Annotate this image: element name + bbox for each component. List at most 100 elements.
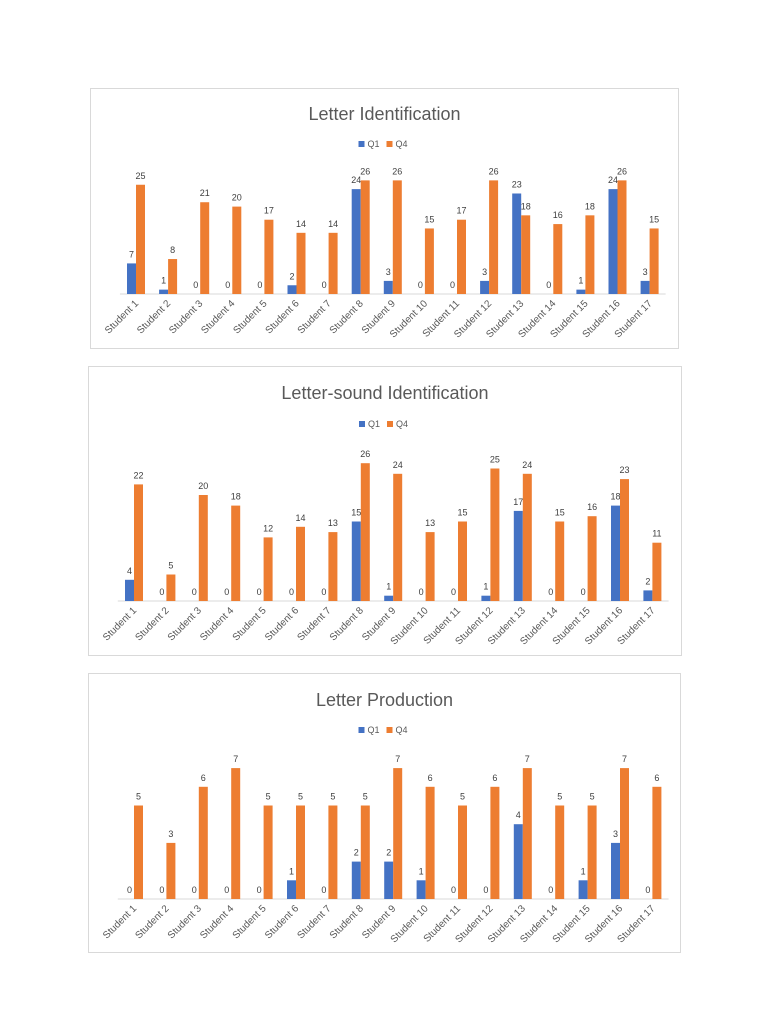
data-label-q4-3: 6 — [201, 773, 206, 783]
data-label-q4-4: 7 — [233, 754, 238, 764]
bar-q1-8 — [351, 189, 361, 294]
bar-q4-14 — [555, 521, 565, 601]
data-label-q1-9: 2 — [386, 848, 391, 858]
bar-q4-5 — [264, 219, 274, 294]
data-label-q4-10: 6 — [428, 773, 433, 783]
data-label-q4-14: 5 — [557, 792, 562, 802]
x-tick-label: Student 3 — [167, 298, 205, 336]
x-tick-label: Student 5 — [231, 903, 269, 941]
data-label-q1-5: 0 — [257, 280, 262, 290]
bar-q4-10 — [425, 786, 435, 899]
x-tick-label: Student 5 — [231, 605, 269, 643]
data-label-q4-4: 20 — [232, 193, 242, 203]
bar-q4-14 — [553, 224, 563, 294]
legend-swatch-q1 — [359, 421, 365, 427]
bar-q4-12 — [490, 468, 500, 601]
bar-q1-16 — [611, 842, 620, 899]
data-label-q4-15: 5 — [590, 792, 595, 802]
data-label-q1-12: 1 — [483, 582, 488, 592]
x-tick-label: Student 3 — [166, 605, 204, 643]
data-label-q4-16: 23 — [619, 465, 629, 475]
bar-q4-15 — [587, 805, 597, 899]
data-label-q4-13: 7 — [525, 754, 530, 764]
bar-q4-3 — [198, 786, 208, 899]
data-label-q4-12: 25 — [490, 455, 500, 465]
data-label-q4-3: 21 — [200, 188, 210, 198]
data-label-q1-16: 24 — [608, 175, 618, 185]
bar-q1-2 — [159, 289, 169, 294]
data-label-q4-8: 5 — [363, 792, 368, 802]
legend-label-q4: Q4 — [396, 725, 408, 735]
bar-q1-13 — [512, 193, 522, 294]
bar-q4-17 — [652, 542, 662, 601]
x-tick-label: Student 1 — [101, 605, 139, 643]
legend-label-q1: Q1 — [368, 725, 380, 735]
data-label-q1-13: 23 — [512, 179, 522, 189]
data-label-q4-5: 17 — [264, 206, 274, 216]
bar-q1-8 — [351, 521, 361, 601]
data-label-q1-6: 2 — [289, 271, 294, 281]
bar-q4-1 — [136, 184, 145, 294]
legend-swatch-q4 — [386, 727, 393, 733]
bar-q4-5 — [263, 537, 273, 601]
data-label-q4-12: 26 — [489, 166, 499, 176]
legend-label-q4: Q4 — [396, 419, 408, 429]
data-label-q4-1: 5 — [136, 792, 141, 802]
data-label-q4-4: 18 — [231, 492, 241, 502]
bar-q4-16 — [620, 768, 629, 899]
bar-q4-6 — [296, 526, 305, 601]
bar-q1-17 — [643, 590, 653, 601]
x-tick-label: Student 6 — [263, 605, 301, 643]
bar-q1-13 — [513, 510, 523, 601]
x-tick-label: Student 2 — [135, 298, 173, 336]
data-label-q4-8: 26 — [360, 449, 370, 459]
x-tick-label: Student 4 — [198, 605, 236, 643]
bar-q1-15 — [576, 289, 586, 294]
data-label-q4-3: 20 — [198, 481, 208, 491]
bar-q4-8 — [360, 805, 370, 899]
data-label-q1-11: 0 — [451, 885, 456, 895]
data-label-q1-17: 3 — [643, 267, 648, 277]
data-label-q1-11: 0 — [450, 280, 455, 290]
x-tick-label: Student 2 — [133, 903, 171, 941]
bar-q4-8 — [360, 180, 370, 294]
data-label-q4-17: 6 — [654, 773, 659, 783]
data-label-q4-13: 18 — [521, 201, 531, 211]
bar-q4-10 — [425, 532, 435, 601]
data-label-q1-3: 0 — [192, 885, 197, 895]
data-label-q4-15: 18 — [585, 201, 595, 211]
data-label-q1-11: 0 — [451, 587, 456, 597]
data-label-q1-6: 1 — [289, 866, 294, 876]
bar-q4-7 — [328, 232, 338, 294]
bar-q1-9 — [384, 595, 394, 601]
data-label-q4-8: 26 — [360, 166, 370, 176]
bar-q4-16 — [620, 479, 629, 601]
data-label-q4-14: 15 — [555, 508, 565, 518]
data-label-q4-10: 15 — [424, 214, 434, 224]
data-label-q4-6: 14 — [295, 513, 305, 523]
data-label-q1-15: 1 — [578, 276, 583, 286]
x-tick-label: Student 4 — [198, 903, 236, 941]
chart-letter-production: Letter Production Q1 Q4 0 5 Student 1 0 3 Studen… — [88, 673, 681, 953]
data-label-q1-10: 0 — [418, 280, 423, 290]
data-label-q1-3: 0 — [193, 280, 198, 290]
data-label-q1-7: 0 — [321, 885, 326, 895]
bar-q4-15 — [587, 516, 597, 601]
data-label-q1-12: 0 — [483, 885, 488, 895]
data-label-q1-9: 1 — [386, 582, 391, 592]
chart-letter-sound-identification: Letter-sound Identification Q1 Q4 4 22 Studen… — [88, 366, 682, 656]
bar-q4-9 — [393, 768, 403, 899]
bar-q4-4 — [232, 206, 242, 294]
x-tick-label: Student 3 — [166, 903, 204, 941]
bar-q4-2 — [168, 259, 178, 294]
data-label-q1-4: 0 — [224, 587, 229, 597]
data-label-q1-12: 3 — [482, 267, 487, 277]
bar-q4-17 — [652, 786, 662, 899]
chart-title: Letter Production — [316, 690, 453, 710]
data-label-q1-8: 24 — [351, 175, 361, 185]
data-label-q1-4: 0 — [225, 280, 230, 290]
bar-q4-7 — [328, 805, 338, 899]
data-label-q1-6: 0 — [289, 587, 294, 597]
bar-q4-5 — [263, 805, 273, 899]
bar-q4-15 — [585, 215, 595, 294]
